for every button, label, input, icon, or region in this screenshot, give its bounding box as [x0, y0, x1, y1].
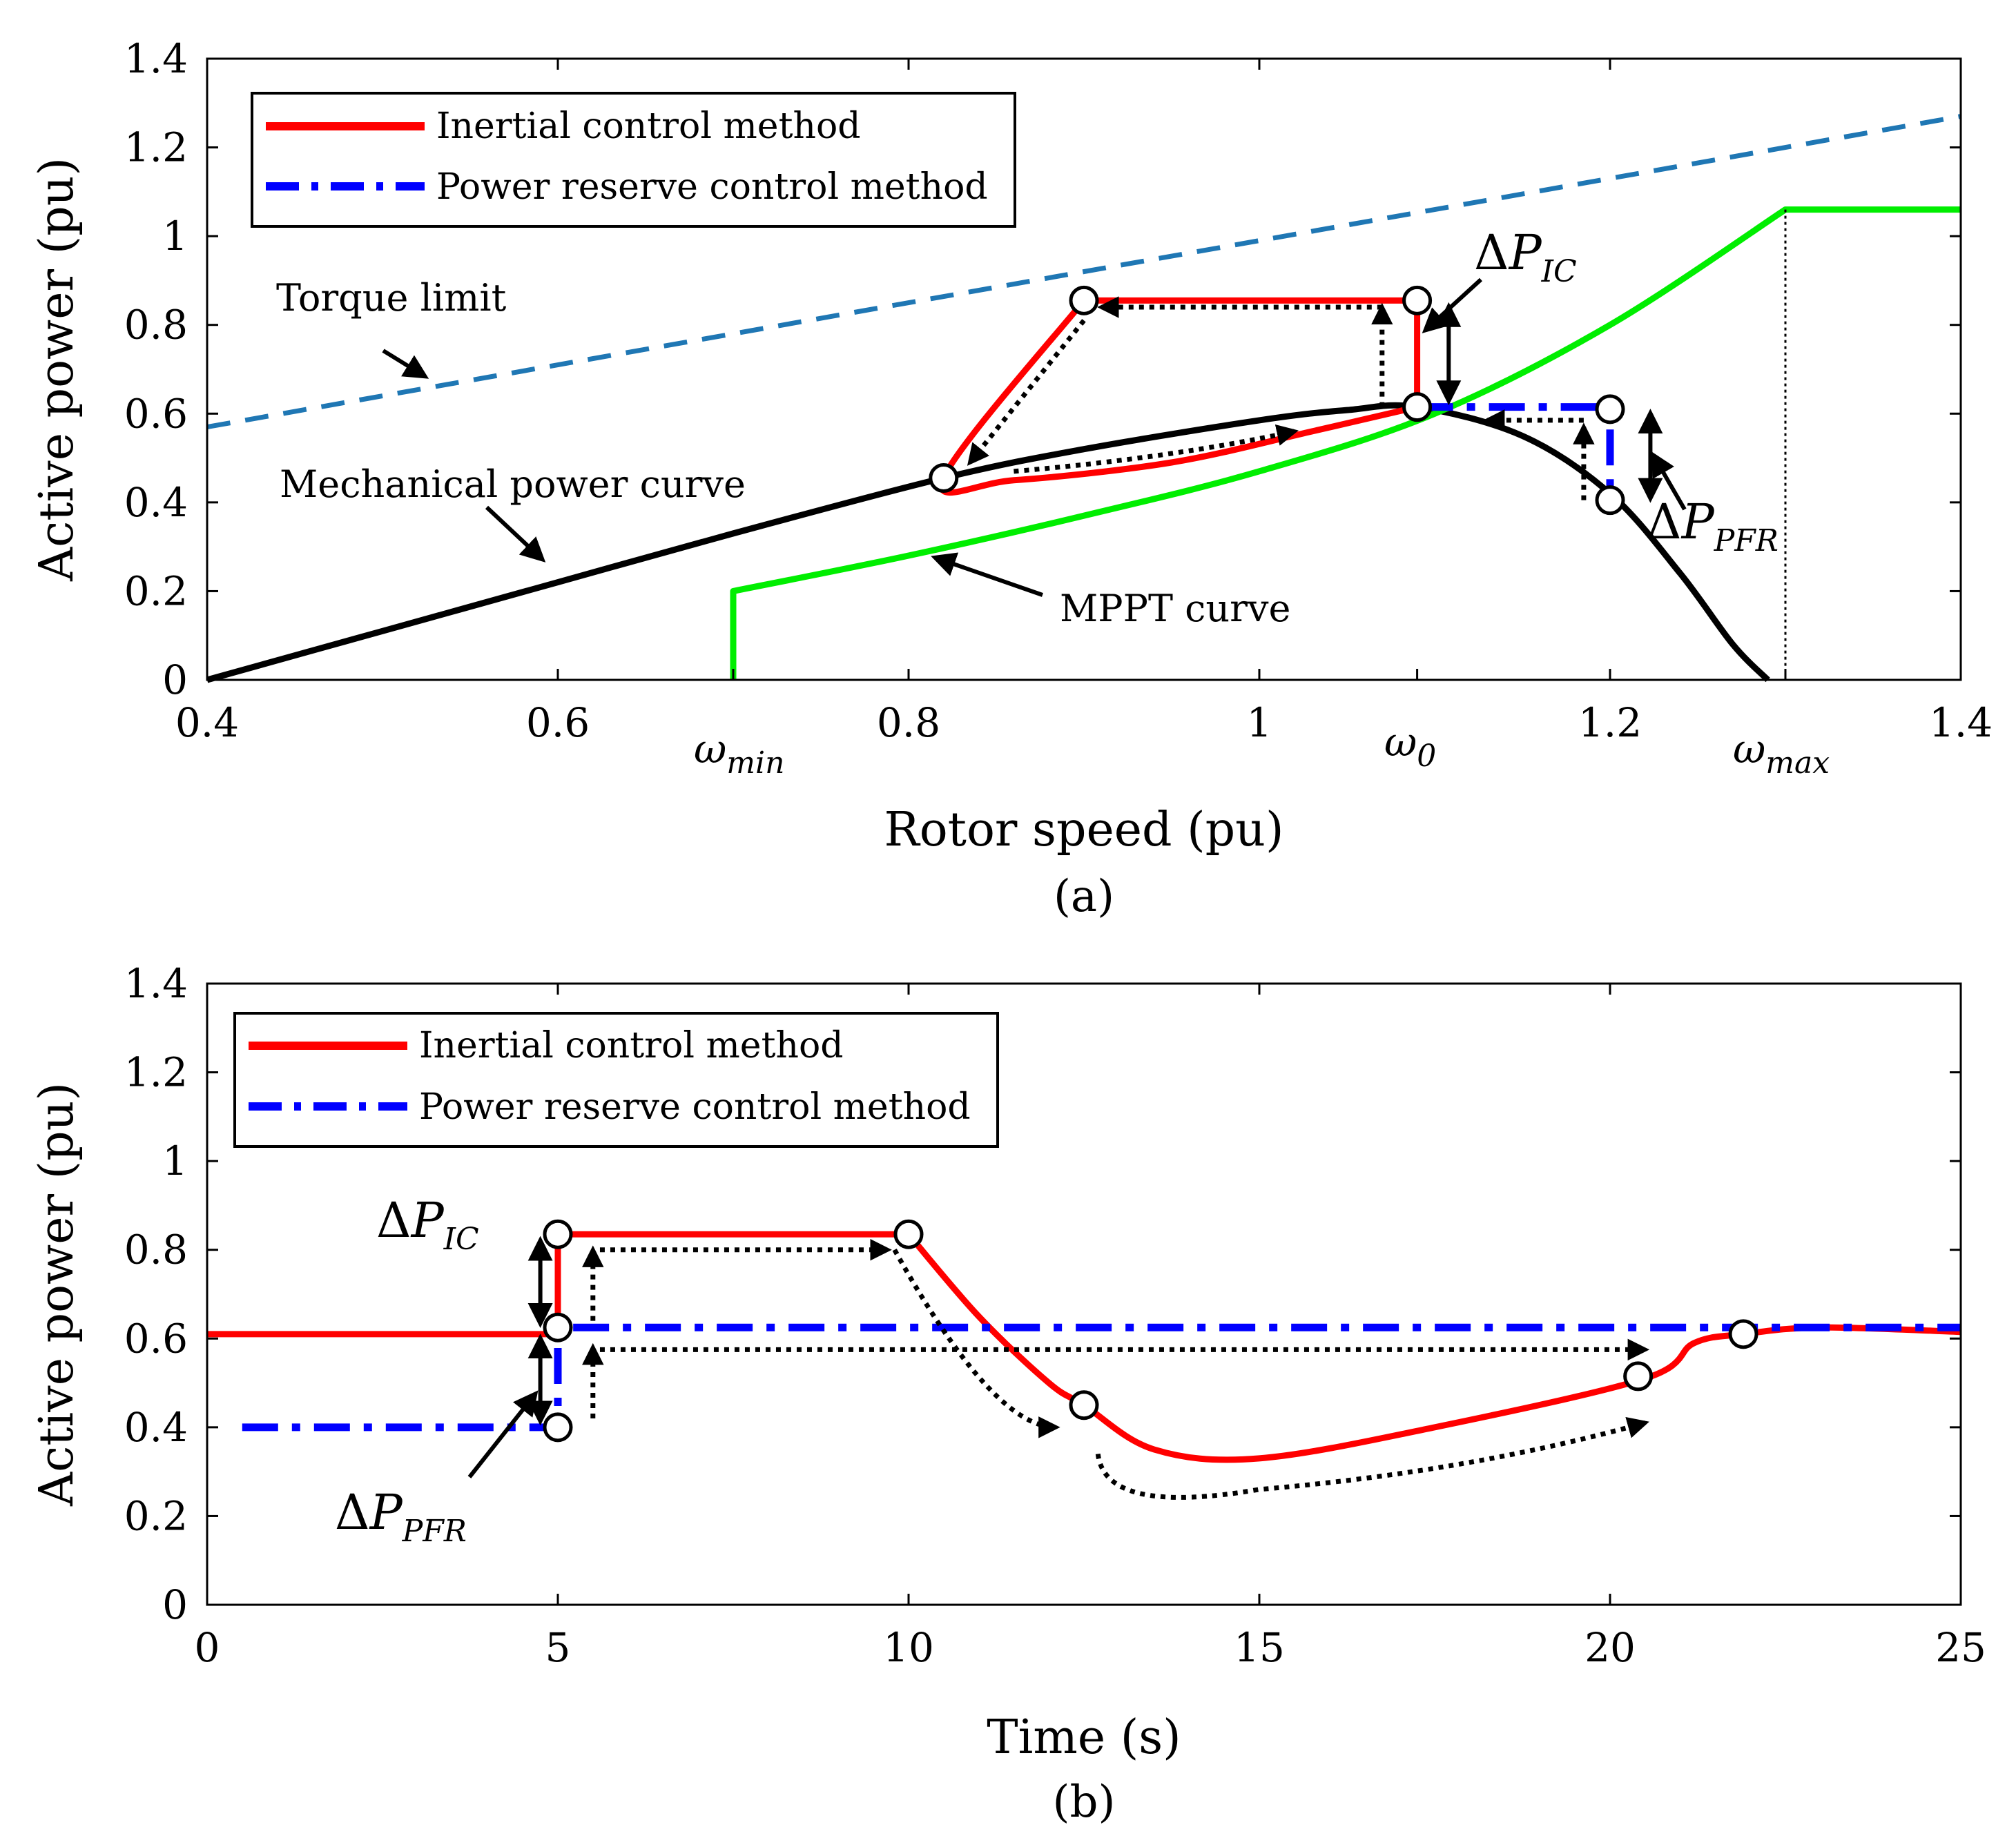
- a-series-mechanical-power-curve: [206, 402, 1770, 683]
- a-ytick-label: 0.6: [124, 390, 188, 437]
- tick-omega-min: ωmin: [694, 725, 784, 781]
- label-delta-p-ic-b: ΔPIC: [376, 1192, 479, 1257]
- b-ytick-label: 1.2: [124, 1049, 188, 1096]
- a-xtick-label: 1.2: [1578, 699, 1642, 746]
- panel-a-caption: (a): [1054, 871, 1114, 922]
- a-marker: [1402, 285, 1433, 315]
- b-xtick-label: 10: [883, 1624, 934, 1671]
- legend-label-reserve-b: Power reserve control method: [419, 1086, 971, 1128]
- b-xtick-label: 20: [1584, 1624, 1636, 1671]
- a-xtick-label: 1.4: [1929, 699, 1993, 746]
- a-leader-dp-ic: [1422, 277, 1483, 333]
- a-ytick-label: 0.2: [124, 567, 188, 614]
- b-marker: [1069, 1390, 1099, 1420]
- a-xtick-label: 0.4: [175, 699, 239, 746]
- b-xtick-label: 5: [545, 1624, 571, 1671]
- b-marker: [1623, 1361, 1654, 1391]
- panel-a-legend: Inertial control method Power reserve co…: [251, 92, 1016, 228]
- a-ytick-label: 0: [162, 656, 188, 703]
- panel-b-trajectory-arrows: [467, 1236, 1650, 1500]
- label-mppt-curve: MPPT curve: [1060, 587, 1290, 630]
- b-series-power-reserve-control-method: [242, 1323, 1961, 1432]
- b-marker: [543, 1312, 573, 1342]
- a-xtick-label: 1: [1247, 699, 1272, 746]
- b-xtick-label: 15: [1234, 1624, 1285, 1671]
- panel-a-xlabel: Rotor speed (pu): [884, 803, 1284, 857]
- b-ytick-label: 1.4: [124, 960, 188, 1007]
- a-marker: [1402, 392, 1433, 422]
- b-ytick-label: 0.2: [124, 1492, 188, 1539]
- legend-label-reserve: Power reserve control method: [436, 166, 988, 208]
- a-series-inertial-control-method: [938, 297, 1421, 496]
- label-delta-p-ic-a: ΔPIC: [1474, 224, 1577, 289]
- a-marker: [1069, 285, 1099, 315]
- a-xtick-label: 0.8: [877, 699, 940, 746]
- b-marker: [893, 1219, 924, 1249]
- legend-label-inertial: Inertial control method: [436, 106, 861, 147]
- b-marker: [1728, 1319, 1758, 1349]
- b-ytick-label: 0.8: [124, 1227, 188, 1273]
- a-ytick-label: 0.8: [124, 302, 188, 349]
- panel-a-ylabel: Active power (pu): [30, 157, 84, 582]
- b-marker: [543, 1412, 573, 1443]
- b-arrow-drop: [892, 1249, 1060, 1438]
- a-marker: [1595, 485, 1625, 516]
- a-ytick-label: 1.2: [124, 124, 188, 171]
- label-torque-limit: Torque limit: [276, 276, 507, 320]
- b-leader-dp-pfr: [467, 1390, 539, 1478]
- b-marker: [543, 1219, 573, 1249]
- b-arrow-recovery: [1095, 1417, 1649, 1500]
- a-series-torque-limit: [206, 114, 1961, 430]
- panel-b-ylabel: Active power (pu): [30, 1082, 84, 1507]
- a-marker: [1595, 394, 1625, 424]
- panel-a-trajectory-arrows: [382, 277, 1687, 597]
- panel-b-xlabel: Time (s): [987, 1710, 1181, 1765]
- panel-a-axes-frame: [206, 57, 1962, 681]
- a-leader-mppt: [931, 552, 1043, 597]
- a-leader-mech-curve: [485, 505, 546, 563]
- a-leader-torque-limit: [382, 349, 429, 379]
- label-delta-p-pfr-a: ΔPPFR: [1647, 494, 1778, 558]
- a-ytick-label: 1.4: [124, 35, 188, 82]
- tick-omega-max: ωmax: [1733, 725, 1830, 781]
- tick-omega-0: ω0: [1384, 719, 1436, 774]
- a-ytick-label: 1: [162, 213, 188, 260]
- label-delta-p-pfr-b: ΔPPFR: [335, 1484, 467, 1549]
- panel-b-caption: (b): [1053, 1777, 1116, 1828]
- legend-label-inertial-b: Inertial control method: [419, 1025, 844, 1066]
- b-ytick-label: 0.6: [124, 1315, 188, 1362]
- panel-b-legend: Inertial control method Power reserve co…: [233, 1012, 999, 1148]
- b-xtick-label: 0: [195, 1624, 220, 1671]
- b-xtick-label: 25: [1935, 1624, 1986, 1671]
- panel-b-axes-frame: [206, 982, 1962, 1606]
- a-xtick-label: 0.6: [526, 699, 590, 746]
- a-ytick-label: 0.4: [124, 479, 188, 526]
- a-marker: [929, 463, 959, 493]
- label-mechanical-power-curve: Mechanical power curve: [280, 462, 746, 506]
- b-ytick-label: 1: [162, 1137, 188, 1184]
- b-ytick-label: 0.4: [124, 1404, 188, 1451]
- a-arrow-down-left: [967, 319, 1086, 466]
- a-series-mppt-curve: [730, 206, 1961, 680]
- a-arrow-recovery: [1014, 424, 1299, 474]
- panel-b: 0 5 10 15 20 25 0 0.2 0.4 0.6 0.8 1 1.2 1.4 Inertial…: [30, 960, 1986, 1828]
- b-ytick-label: 0: [162, 1581, 188, 1628]
- a-leader-dp-pfr: [1651, 451, 1687, 511]
- panel-a: 0.4 0.6 0.8 1 1.2 1.4 0 0.2 0.4 0.6 0.8 1 1.2 1.4 In…: [30, 35, 1993, 922]
